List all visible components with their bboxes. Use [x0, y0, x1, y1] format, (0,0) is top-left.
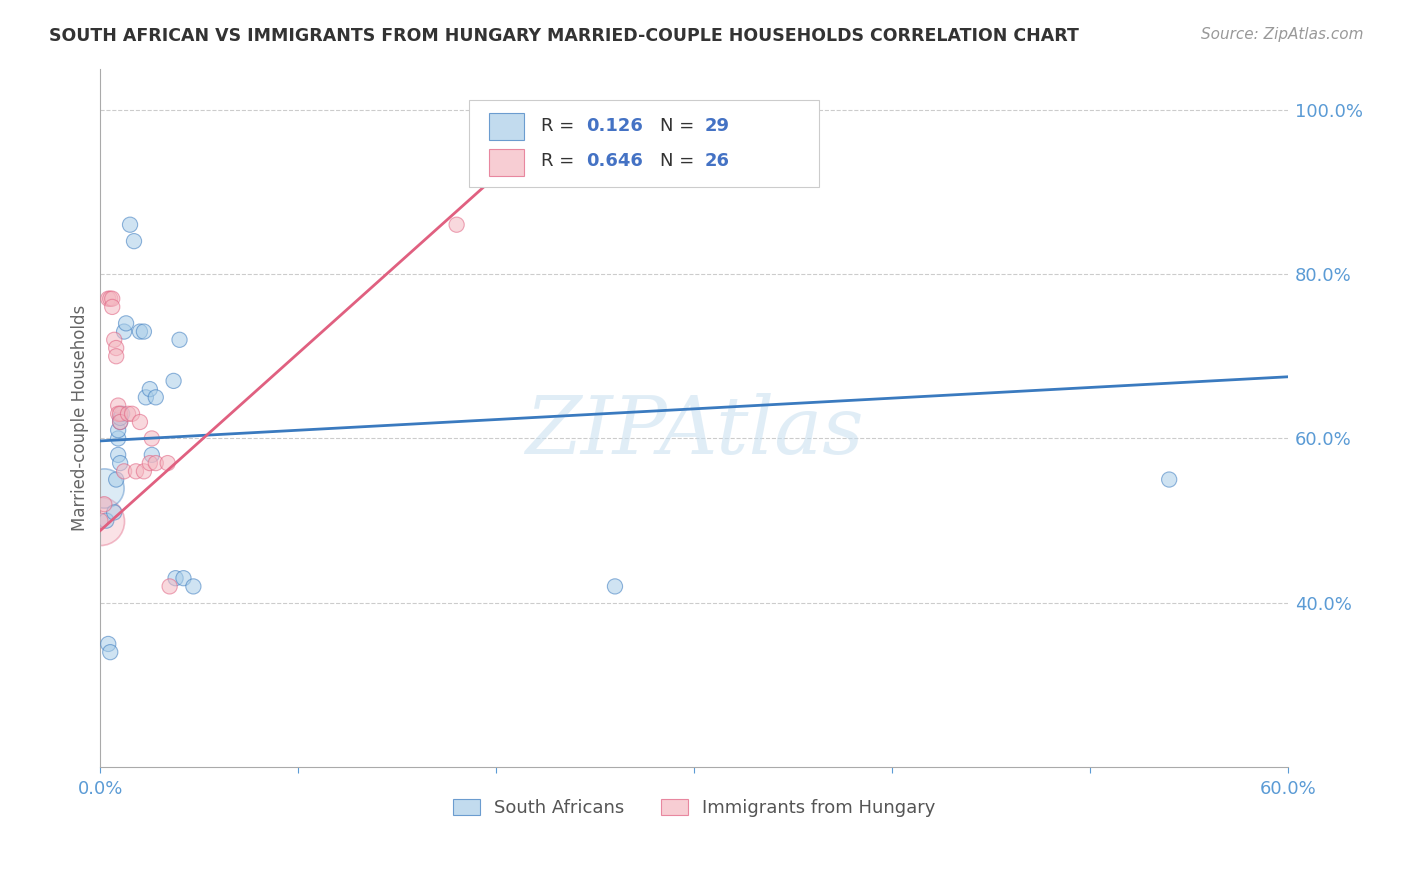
- Point: [108, 415, 131, 429]
- Point: [107, 423, 129, 437]
- Point: [101, 300, 124, 314]
- Point: [117, 407, 139, 421]
- Bar: [489, 149, 524, 176]
- Point: [159, 579, 181, 593]
- Text: Source: ZipAtlas.com: Source: ZipAtlas.com: [1201, 27, 1364, 42]
- Point: [105, 473, 128, 487]
- Text: SOUTH AFRICAN VS IMMIGRANTS FROM HUNGARY MARRIED-COUPLE HOUSEHOLDS CORRELATION C: SOUTH AFRICAN VS IMMIGRANTS FROM HUNGARY…: [49, 27, 1078, 45]
- Point: [108, 415, 131, 429]
- Point: [162, 374, 184, 388]
- Point: [97, 292, 120, 306]
- Point: [141, 432, 163, 446]
- Point: [132, 464, 155, 478]
- Point: [108, 410, 131, 425]
- Point: [129, 325, 152, 339]
- Point: [107, 407, 129, 421]
- FancyBboxPatch shape: [468, 100, 818, 187]
- Point: [107, 432, 129, 446]
- Point: [107, 448, 129, 462]
- Point: [156, 456, 179, 470]
- Point: [446, 218, 468, 232]
- Point: [145, 390, 167, 404]
- Point: [129, 415, 152, 429]
- Text: 0.126: 0.126: [586, 117, 643, 135]
- Point: [121, 407, 143, 421]
- Point: [93, 481, 115, 495]
- Bar: [489, 113, 524, 140]
- Legend: South Africans, Immigrants from Hungary: South Africans, Immigrants from Hungary: [446, 792, 943, 824]
- Point: [111, 407, 134, 421]
- Text: N =: N =: [659, 153, 700, 170]
- Point: [141, 448, 163, 462]
- Point: [165, 571, 187, 585]
- Text: 29: 29: [704, 117, 730, 135]
- Point: [112, 464, 135, 478]
- Point: [132, 325, 155, 339]
- Point: [97, 637, 120, 651]
- Text: R =: R =: [541, 153, 579, 170]
- Point: [89, 514, 111, 528]
- Point: [125, 464, 148, 478]
- Point: [105, 349, 128, 363]
- Point: [112, 325, 135, 339]
- Point: [103, 333, 125, 347]
- Point: [172, 571, 194, 585]
- Point: [118, 218, 141, 232]
- Y-axis label: Married-couple Households: Married-couple Households: [72, 305, 89, 531]
- Text: 26: 26: [704, 153, 730, 170]
- Point: [145, 456, 167, 470]
- Point: [105, 341, 128, 355]
- Point: [103, 505, 125, 519]
- Point: [1159, 473, 1181, 487]
- Point: [108, 456, 131, 470]
- Point: [115, 317, 138, 331]
- Point: [139, 382, 162, 396]
- Point: [108, 407, 131, 421]
- Point: [96, 514, 118, 528]
- Point: [524, 119, 547, 133]
- Point: [98, 292, 121, 306]
- Point: [603, 579, 626, 593]
- Text: 0.646: 0.646: [586, 153, 643, 170]
- Point: [93, 497, 115, 511]
- Point: [89, 514, 111, 528]
- Point: [122, 234, 145, 248]
- Text: N =: N =: [659, 117, 700, 135]
- Point: [139, 456, 162, 470]
- Point: [98, 645, 121, 659]
- Point: [101, 292, 124, 306]
- Point: [135, 390, 157, 404]
- Point: [107, 399, 129, 413]
- Text: R =: R =: [541, 117, 579, 135]
- Text: ZIPAtlas: ZIPAtlas: [524, 393, 863, 471]
- Point: [169, 333, 191, 347]
- Point: [183, 579, 205, 593]
